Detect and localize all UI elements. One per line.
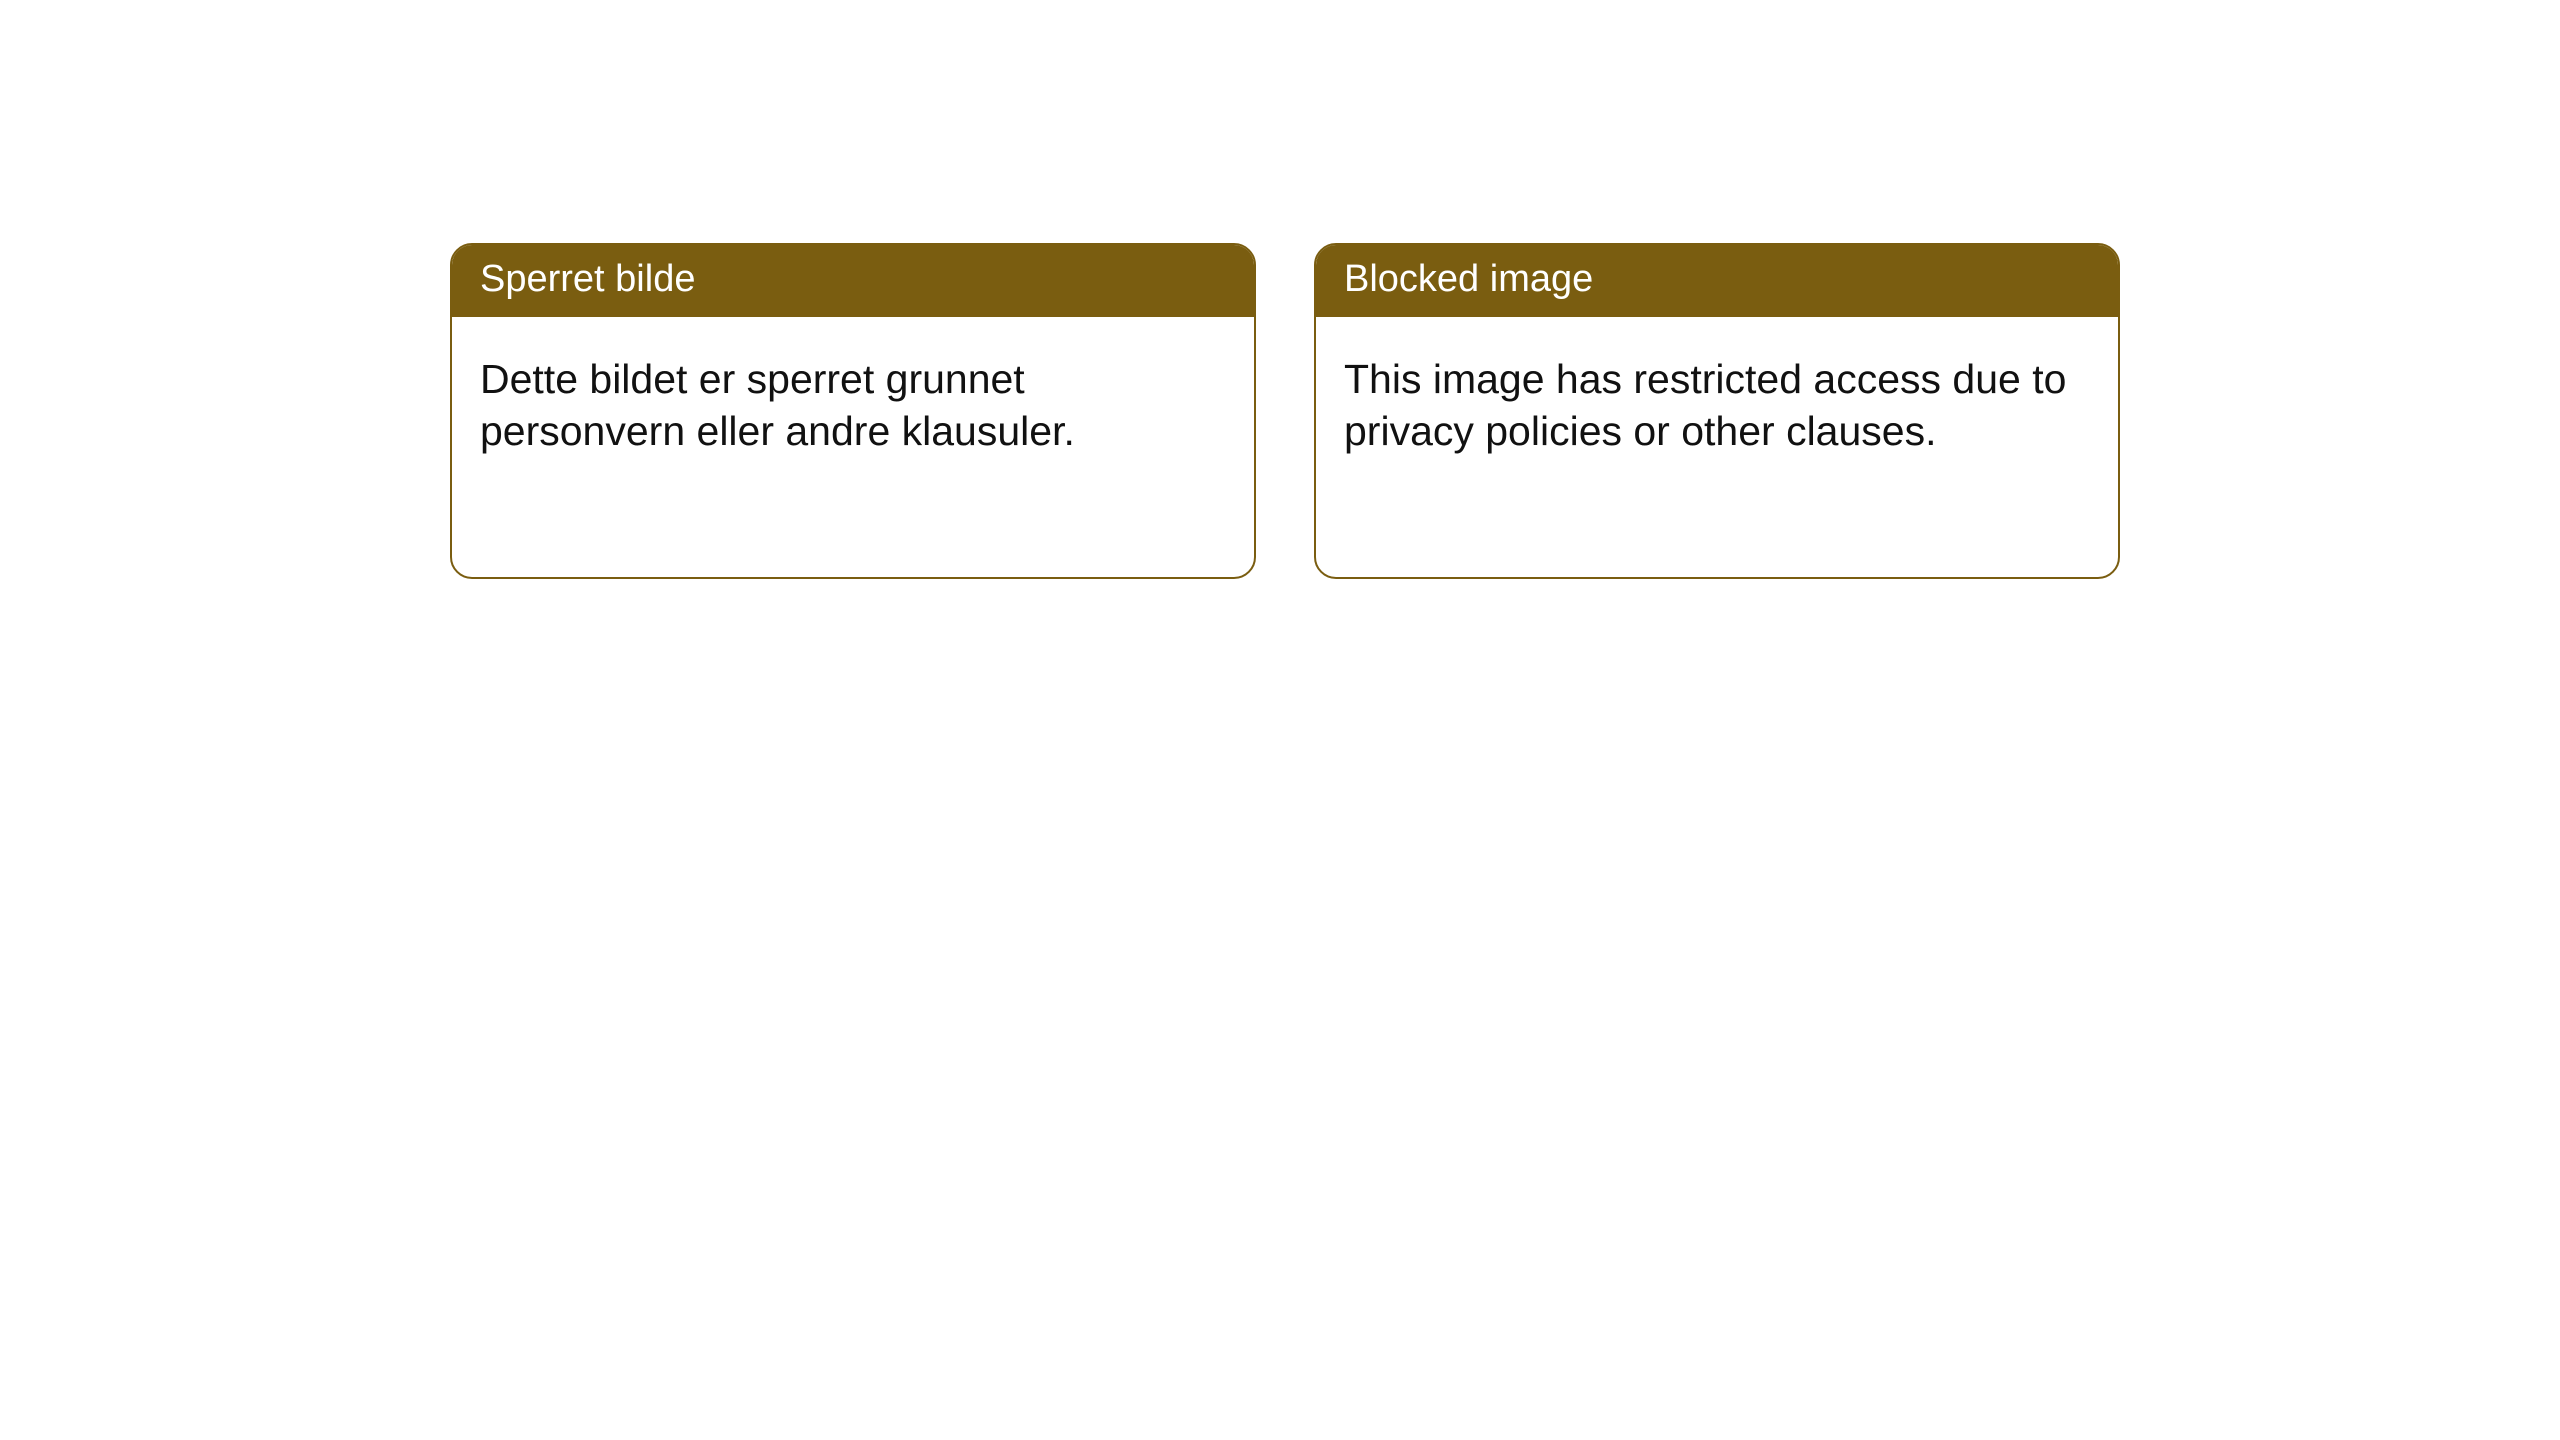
notice-body: This image has restricted access due to … bbox=[1316, 317, 2118, 486]
notice-title: Blocked image bbox=[1316, 245, 2118, 317]
notice-cards-container: Sperret bilde Dette bildet er sperret gr… bbox=[0, 0, 2560, 579]
notice-body: Dette bildet er sperret grunnet personve… bbox=[452, 317, 1254, 486]
notice-title: Sperret bilde bbox=[452, 245, 1254, 317]
notice-card-english: Blocked image This image has restricted … bbox=[1314, 243, 2120, 579]
notice-card-norwegian: Sperret bilde Dette bildet er sperret gr… bbox=[450, 243, 1256, 579]
